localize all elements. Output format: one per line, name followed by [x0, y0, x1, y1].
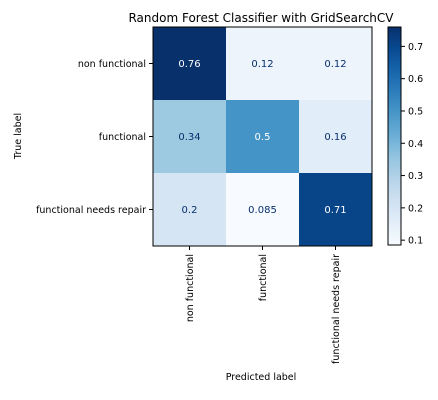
heatmap-cell: [299, 100, 372, 173]
colorbar: [387, 26, 402, 246]
colorbar-tick-label: 0.3: [408, 171, 423, 182]
cell-value-label: 0.2: [182, 205, 198, 216]
cell-value-label: 0.71: [324, 205, 346, 216]
x-axis-label: Predicted label: [226, 372, 297, 383]
x-tick-label: non functional: [185, 254, 196, 322]
y-axis-ticks: non functional functional functional needs…: [36, 59, 153, 216]
cell-value-label: 0.34: [178, 132, 200, 143]
cell-value-label: 0.76: [178, 59, 200, 70]
heatmap-cell: [153, 27, 226, 100]
heatmap-cell: [226, 27, 299, 100]
heatmap-cell: [226, 100, 299, 173]
colorbar-tick-label: 0.2: [408, 203, 423, 214]
y-tick-label: functional needs repair: [36, 205, 146, 216]
colorbar-tick-label: 0.1: [408, 236, 423, 247]
heatmap-cell-labels: 0.76 0.12 0.12 0.34 0.5 0.16 0.2 0.085 0.71: [178, 59, 346, 216]
y-tick-label: non functional: [78, 59, 146, 70]
x-axis-ticks: non functional functional functional needs…: [185, 246, 342, 364]
colorbar-tick-label: 0.6: [408, 74, 423, 85]
cell-value-label: 0.5: [255, 132, 271, 143]
colorbar-tick-label: 0.5: [408, 106, 423, 117]
heatmap-cell: [226, 173, 299, 246]
x-tick-label: functional needs repair: [331, 254, 342, 364]
colorbar-ticks: 0.1 0.2 0.3 0.4 0.5 0.6 0.7: [401, 42, 423, 247]
heatmap-cell: [153, 173, 226, 246]
chart-title: Random Forest Classifier with GridSearch…: [128, 11, 394, 25]
y-tick-label: functional: [99, 132, 146, 143]
heatmap-cell: [153, 100, 226, 173]
cell-value-label: 0.12: [251, 59, 273, 70]
cell-value-label: 0.085: [248, 205, 277, 216]
colorbar-tick-label: 0.4: [408, 139, 423, 150]
cell-value-label: 0.12: [324, 59, 346, 70]
heatmap-cell: [299, 27, 372, 100]
x-tick-label: functional: [258, 254, 269, 301]
colorbar-tick-label: 0.7: [408, 42, 423, 53]
heatmap-cell: [299, 173, 372, 246]
heatmap-cells: [153, 27, 372, 246]
cell-value-label: 0.16: [324, 132, 346, 143]
y-axis-label: True label: [13, 113, 24, 160]
